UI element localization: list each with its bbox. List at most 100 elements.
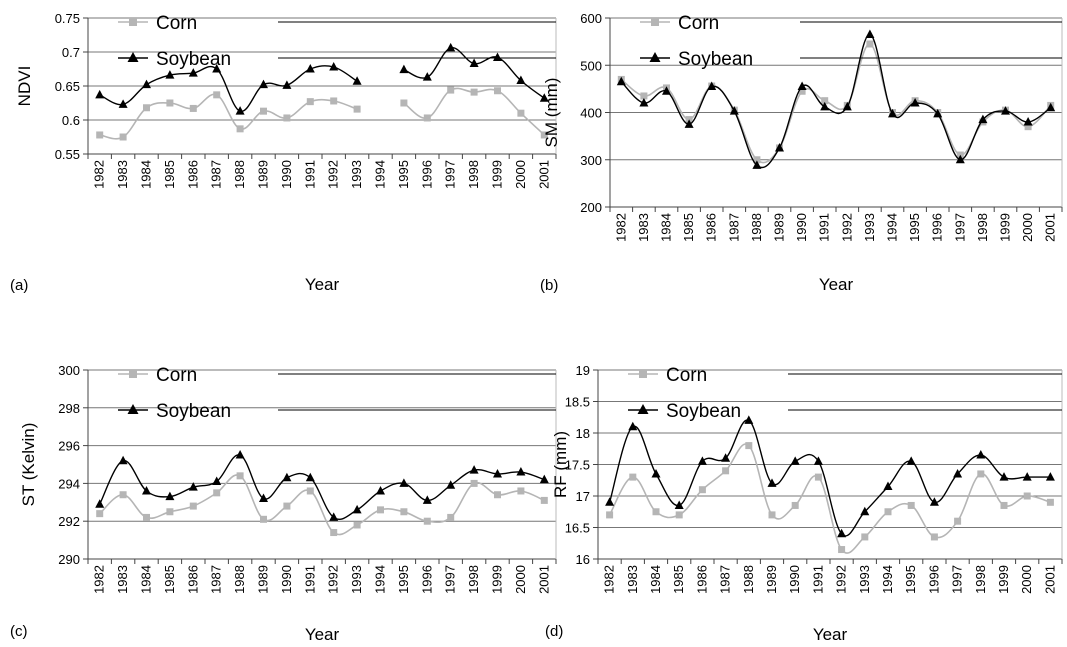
legend-label: Corn [666,365,707,386]
legend-marker-corn [651,18,659,26]
data-point-soybean [662,86,671,95]
legend-label: Soybean [156,401,231,422]
data-point-soybean [906,456,916,465]
x-tick-label: 1997 [950,565,965,594]
data-point-soybean [729,106,739,115]
data-point-corn [517,109,525,117]
data-point-corn [189,104,197,112]
legend: Corn Soybean [628,365,1062,422]
data-point-soybean [446,480,456,489]
data-point-corn [745,442,753,450]
data-point-corn [143,513,150,521]
data-point-soybean [1023,116,1033,126]
x-tick-label: 1990 [787,565,802,594]
y-tick-label: 19 [576,363,590,378]
data-point-soybean [976,450,986,459]
x-tick-label: 1985 [162,160,177,189]
x-tick-label: 1995 [396,565,411,594]
data-point-corn [447,86,455,94]
x-axis-label: Year [819,275,854,294]
x-tick-label: 1994 [373,160,388,189]
data-point-corn [768,511,776,519]
data-point-corn [423,517,431,525]
x-tick-label: 1992 [839,213,854,242]
x-tick-label: 1994 [885,213,900,242]
data-point-soybean [305,472,315,482]
data-point-soybean [165,491,175,501]
data-point-soybean [422,72,432,81]
legend-marker-soybean [127,52,139,62]
x-tick-label: 1994 [373,565,388,594]
data-point-corn [236,472,244,480]
data-point-corn [798,87,806,95]
x-tick-label: 2001 [536,565,551,594]
x-tick-label: 2000 [1019,565,1034,594]
data-point-corn [821,97,829,105]
x-tick-label: 1994 [880,565,895,594]
x-tick-label: 2001 [1042,565,1057,594]
y-tick-label: 0.55 [55,147,80,162]
data-point-soybean [651,468,661,478]
chart-panel-0: 0.55 0.6 0.65 0.7 0.75 1982 1983 1984 1985 1986 19… [10,11,557,294]
x-tick-label: 1993 [862,213,877,242]
legend-label: Corn [678,13,719,34]
legend-marker-corn [129,18,137,26]
chart-panel-2: 290 292 294 296 298 300 1982 1983 1984 1985 1986 19… [10,363,557,644]
data-point-soybean [95,499,105,508]
x-tick-label: 1983 [115,160,130,189]
data-point-soybean [865,29,875,39]
y-tick-label: 600 [580,11,602,26]
x-tick-label: 1983 [625,565,640,594]
legend-label: Soybean [156,49,231,70]
x-tick-label: 1991 [810,565,825,594]
data-point-soybean [539,474,549,484]
data-point-soybean [953,468,963,478]
data-point-soybean [842,101,852,111]
x-tick-label: 1985 [681,213,696,242]
data-point-soybean [820,101,830,111]
data-point-soybean [212,476,222,486]
x-tick-label: 1988 [741,565,756,594]
data-point-soybean [721,453,731,462]
data-point-soybean [235,106,245,115]
x-tick-label: 1999 [996,565,1011,594]
x-tick-label: 1991 [817,213,832,242]
x-tick-label: 1983 [115,565,130,594]
y-tick-label: 300 [580,153,602,168]
x-tick-label: 1984 [648,565,663,594]
data-point-soybean [118,99,128,108]
y-tick-label: 16 [576,552,590,567]
x-tick-label: 1990 [279,160,294,189]
x-tick-label: 1987 [718,565,733,594]
x-tick-label: 1987 [209,160,224,189]
y-tick-label: 290 [58,552,80,567]
x-tick-label: 1996 [419,160,434,189]
y-tick-label: 200 [580,200,602,215]
data-point-corn [753,156,761,164]
data-point-soybean [684,119,694,128]
y-tick-label: 0.65 [55,79,80,94]
x-tick-label: 1982 [92,160,107,189]
data-point-soybean [282,472,292,482]
legend-marker-soybean [637,404,649,414]
data-point-corn [1046,498,1054,506]
legend: Corn Soybean [118,13,556,70]
data-point-corn [517,487,525,495]
data-point-soybean [469,465,479,474]
x-tick-label: 1992 [834,565,849,594]
data-point-soybean [955,154,965,164]
data-point-soybean [539,93,549,102]
x-tick-label: 1993 [349,160,364,189]
x-tick-label: 1986 [704,213,719,242]
x-tick-label: 1998 [975,213,990,242]
data-point-corn [606,511,614,519]
x-tick-label: 2000 [1020,213,1035,242]
x-tick-label: 1999 [490,160,505,189]
data-point-soybean [639,98,649,107]
x-tick-label: 1983 [636,213,651,242]
y-tick-label: 300 [58,363,80,378]
data-point-corn [907,501,915,509]
x-tick-label: 1997 [443,160,458,189]
data-point-soybean [446,42,456,52]
y-axis-label: SM (mm) [542,78,561,148]
